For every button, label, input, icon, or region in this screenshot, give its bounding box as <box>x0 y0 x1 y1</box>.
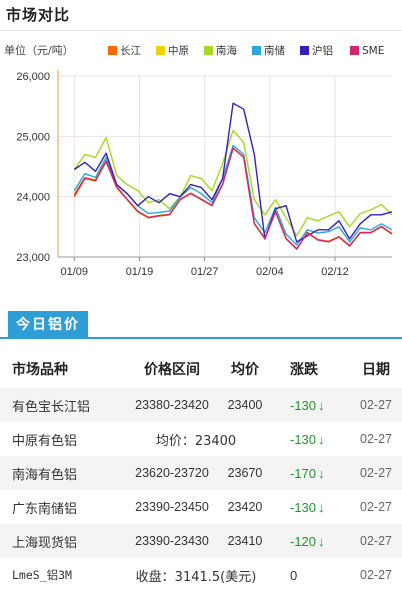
change-value: 0 <box>290 567 298 583</box>
y-axis-label: 单位（元/吨） <box>4 43 74 57</box>
closing-price: 收盘：3141.5(美元) <box>124 558 268 592</box>
row-date: 02-27 <box>360 568 392 582</box>
y-tick-label: 26,000 <box>16 71 50 83</box>
section-title: 市场对比 <box>6 6 71 24</box>
price-change: -170 ↓ <box>290 456 340 490</box>
header-change: 涨跌 <box>290 362 318 378</box>
price-change: 0 <box>290 558 340 592</box>
legend-label: 长江 <box>120 45 141 57</box>
market-name: 广东南储铝 <box>12 501 78 517</box>
price-range: 23390-23450 <box>135 500 209 514</box>
title-divider <box>0 30 402 31</box>
market-name: 中原有色铝 <box>12 433 78 449</box>
price-change: -130 ↓ <box>290 422 340 456</box>
table-row[interactable]: 广东南储铝 23390-23450 23420 -130 ↓ 02-27 <box>0 490 402 524</box>
series-line-5 <box>73 102 393 243</box>
legend-label: SME <box>362 45 384 57</box>
change-value: -170 <box>290 465 317 481</box>
price-range: 23380-23420 <box>135 398 209 412</box>
series-line-3 <box>73 129 393 237</box>
market-name: LmeS_铝3M <box>12 568 72 582</box>
table-row[interactable]: 中原有色铝 均价：23400 -130 ↓ 02-27 <box>0 422 402 456</box>
y-tick-label: 25,000 <box>16 131 50 143</box>
market-name: 南海有色铝 <box>12 467 78 483</box>
x-tick-label: 01/19 <box>126 266 154 278</box>
row-date: 02-27 <box>360 466 392 480</box>
market-name: 上海现货铝 <box>12 535 78 551</box>
average-price: 23400 <box>227 398 263 412</box>
average-price: 均价：23400 <box>155 433 237 449</box>
legend-label: 沪铝 <box>312 44 333 57</box>
legend-swatch <box>204 46 213 55</box>
arrow-down-icon: ↓ <box>318 499 325 515</box>
header-avg: 均价 <box>231 362 259 378</box>
legend-swatch <box>300 46 309 55</box>
price-range: 23390-23430 <box>135 534 209 548</box>
header-date: 日期 <box>362 362 390 378</box>
arrow-down-icon: ↓ <box>318 431 325 447</box>
row-date: 02-27 <box>360 500 392 514</box>
legend-swatch <box>350 46 359 55</box>
change-value: -120 <box>290 533 317 549</box>
table-row[interactable]: LmeS_铝3M 收盘：3141.5(美元) 0 02-27 <box>0 558 402 592</box>
price-table: 市场品种 价格区间 均价 涨跌 日期 有色宝长江铝 23380-23420 23… <box>0 350 402 592</box>
average-price: 23420 <box>227 500 263 514</box>
change-value: -130 <box>290 499 317 515</box>
y-tick-label: 23,000 <box>16 252 50 264</box>
x-tick-label: 02/12 <box>321 266 349 278</box>
average-price: 23410 <box>227 534 263 548</box>
chart-legend: 长江 中原 南海 南储 沪铝 SME <box>108 44 384 57</box>
price-change: -130 ↓ <box>290 490 340 524</box>
average-price: 23670 <box>227 466 263 480</box>
table-header-row: 市场品种 价格区间 均价 涨跌 日期 <box>0 350 402 388</box>
legend-label: 南海 <box>216 44 237 57</box>
chart-series <box>73 102 393 250</box>
arrow-down-icon: ↓ <box>318 533 325 549</box>
header-name: 市场品种 <box>12 362 68 378</box>
price-comparison-chart: 23,000 24,000 25,000 26,000 01/09 01/19 01/27 0… <box>4 43 393 278</box>
chart-axes: 23,000 24,000 25,000 26,000 01/09 01/19 01/27 0… <box>16 70 392 278</box>
x-tick-label: 02/04 <box>256 266 284 278</box>
tab-today-aluminum-price[interactable]: 今日铝价 <box>8 311 88 339</box>
row-date: 02-27 <box>360 398 392 412</box>
legend-swatch <box>156 46 165 55</box>
series-line-6 <box>73 147 393 250</box>
change-value: -130 <box>290 431 317 447</box>
legend-label: 中原 <box>168 44 189 57</box>
row-date: 02-27 <box>360 432 392 446</box>
table-row[interactable]: 上海现货铝 23390-23430 23410 -120 ↓ 02-27 <box>0 524 402 558</box>
price-change: -130 ↓ <box>290 388 340 422</box>
market-name: 有色宝长江铝 <box>12 399 91 415</box>
arrow-down-icon: ↓ <box>318 465 325 481</box>
table-row[interactable]: 南海有色铝 23620-23720 23670 -170 ↓ 02-27 <box>0 456 402 490</box>
tab-bar: 今日铝价 <box>0 311 402 339</box>
header-range: 价格区间 <box>144 362 200 378</box>
change-value: -130 <box>290 397 317 413</box>
legend-label: 南储 <box>264 44 285 57</box>
x-tick-label: 01/09 <box>61 266 89 278</box>
legend-swatch <box>108 46 117 55</box>
table-row[interactable]: 有色宝长江铝 23380-23420 23400 -130 ↓ 02-27 <box>0 388 402 422</box>
price-range: 23620-23720 <box>135 466 209 480</box>
row-date: 02-27 <box>360 534 392 548</box>
closing-price-text: 收盘：3141.5(美元) <box>135 569 257 585</box>
y-tick-label: 24,000 <box>16 192 50 204</box>
x-tick-label: 01/27 <box>191 266 219 278</box>
legend-swatch <box>252 46 261 55</box>
price-change: -120 ↓ <box>290 524 340 558</box>
arrow-down-icon: ↓ <box>318 397 325 413</box>
